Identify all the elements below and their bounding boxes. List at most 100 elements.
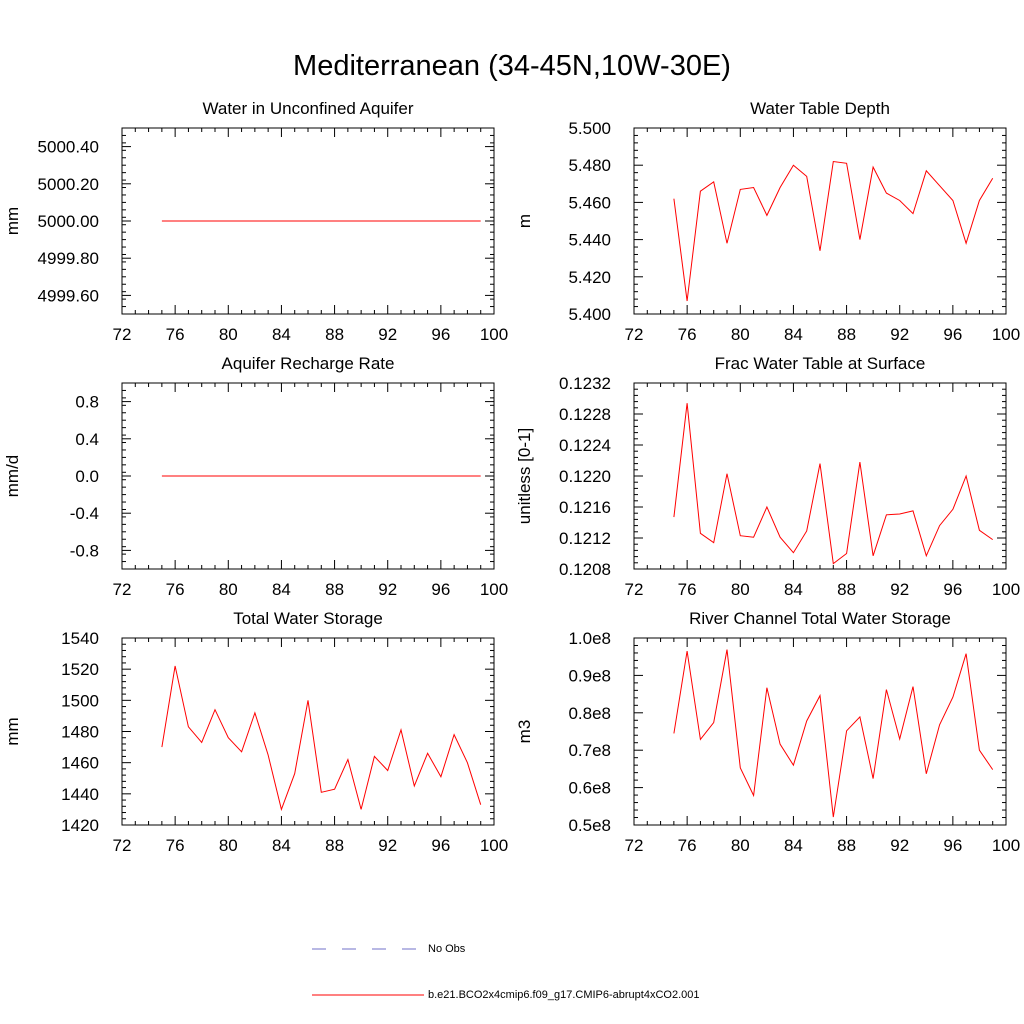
panel-title: Frac Water Table at Surface [715,354,926,373]
plot-frame [633,382,1007,570]
page-title: Mediterranean (34-45N,10W-30E) [293,50,731,82]
y-tick-label: 1480 [61,723,99,742]
x-tick-label: 72 [113,836,132,855]
y-tick-label: 0.1232 [559,374,611,393]
x-tick-label: 76 [678,580,697,599]
x-tick-label: 100 [480,325,508,344]
y-tick-label: 0.1216 [559,498,611,517]
y-tick-label: 0.0 [75,467,99,486]
series-line [673,403,993,565]
y-axis-label: mm [3,207,22,235]
x-tick-label: 100 [992,580,1020,599]
x-tick-label: 80 [731,836,750,855]
x-tick-label: 80 [219,325,238,344]
x-tick-label: 84 [784,836,803,855]
panel-5: Total Water Storage mm 72 76 80 84 88 92 96 100 14… [3,609,508,855]
x-tick-label: 96 [431,580,450,599]
panel-2: Water Table Depth m 72 76 80 84 88 92 96 100 5.400… [515,99,1020,344]
x-tick-label: 72 [625,836,644,855]
x-tick-label: 84 [272,836,291,855]
y-tick-label: 4999.80 [38,249,99,268]
x-tick-label: 88 [837,580,856,599]
y-tick-label: 1.0e8 [568,629,611,648]
y-tick-label: 5.420 [568,268,611,287]
y-tick-label: 4999.60 [38,286,99,305]
panel-title: Aquifer Recharge Rate [222,354,395,373]
plot-frame [633,127,1007,315]
y-tick-label: 5000.00 [38,212,99,231]
x-tick-label: 84 [784,580,803,599]
x-tick-label: 72 [625,580,644,599]
y-tick-label: 1420 [61,816,99,835]
y-axis-label: unitless [0-1] [515,428,534,524]
x-tick-label: 92 [890,836,909,855]
y-tick-label: 0.1228 [559,405,611,424]
plot-frame [121,637,495,826]
y-tick-label: 0.8e8 [568,704,611,723]
y-tick-label: 5.480 [568,156,611,175]
x-tick-label: 92 [890,580,909,599]
y-tick-label: 0.7e8 [568,741,611,760]
x-tick-label: 76 [166,580,185,599]
x-tick-label: 76 [166,836,185,855]
x-tick-label: 96 [943,836,962,855]
panel-6: River Channel Total Water Storage m3 72 76 8… [515,609,1020,855]
x-tick-label: 96 [431,325,450,344]
series-line [161,665,482,812]
x-tick-label: 92 [378,836,397,855]
x-tick-label: 76 [678,325,697,344]
panel-3: Aquifer Recharge Rate mm/d 72 76 80 84 88 92 96 1… [3,354,508,599]
x-tick-label: 88 [325,580,344,599]
x-tick-label: 72 [113,325,132,344]
x-tick-label: 92 [378,325,397,344]
panel-1: Water in Unconfined Aquifer mm 72 76 80 84 88 9… [3,99,508,344]
y-tick-label: 0.5e8 [568,816,611,835]
x-tick-label: 80 [219,836,238,855]
x-tick-label: 88 [325,836,344,855]
y-tick-label: 0.1212 [559,529,611,548]
x-tick-label: 72 [113,580,132,599]
x-tick-label: 84 [784,325,803,344]
panel-title: Water in Unconfined Aquifer [202,99,413,118]
x-tick-label: 80 [731,325,750,344]
y-tick-label: 5.500 [568,119,611,138]
y-tick-label: 5000.20 [38,175,99,194]
panel-title: River Channel Total Water Storage [689,609,951,628]
x-tick-label: 96 [943,325,962,344]
panel-title: Total Water Storage [233,609,383,628]
y-tick-label: 1520 [61,660,99,679]
y-tick-label: -0.4 [70,504,99,523]
y-tick-label: 0.1224 [559,436,611,455]
y-tick-label: 1500 [61,691,99,710]
y-tick-label: 1460 [61,754,99,773]
panel-title: Water Table Depth [750,99,890,118]
series-line [673,649,994,818]
x-tick-label: 92 [378,580,397,599]
x-tick-label: 88 [837,836,856,855]
y-tick-label: 5000.40 [38,138,99,157]
x-tick-label: 100 [992,836,1020,855]
x-tick-label: 80 [219,580,238,599]
x-tick-label: 100 [992,325,1020,344]
y-tick-label: 0.6e8 [568,779,611,798]
x-tick-label: 92 [890,325,909,344]
x-tick-label: 88 [837,325,856,344]
x-tick-label: 100 [480,836,508,855]
y-tick-label: 0.1208 [559,560,611,579]
series-line [673,160,994,302]
y-tick-label: 1440 [61,785,99,804]
panel-4: Frac Water Table at Surface unitless [0-1… [515,354,1020,599]
y-tick-label: 1540 [61,629,99,648]
y-axis-label: m [515,214,534,228]
x-tick-label: 96 [431,836,450,855]
y-tick-label: 0.1220 [559,467,611,486]
y-tick-label: 5.440 [568,231,611,250]
x-tick-label: 76 [166,325,185,344]
x-tick-label: 84 [272,580,291,599]
x-tick-label: 84 [272,325,291,344]
y-tick-label: 0.9e8 [568,666,611,685]
x-tick-label: 80 [731,580,750,599]
x-tick-label: 96 [943,580,962,599]
x-tick-label: 76 [678,836,697,855]
